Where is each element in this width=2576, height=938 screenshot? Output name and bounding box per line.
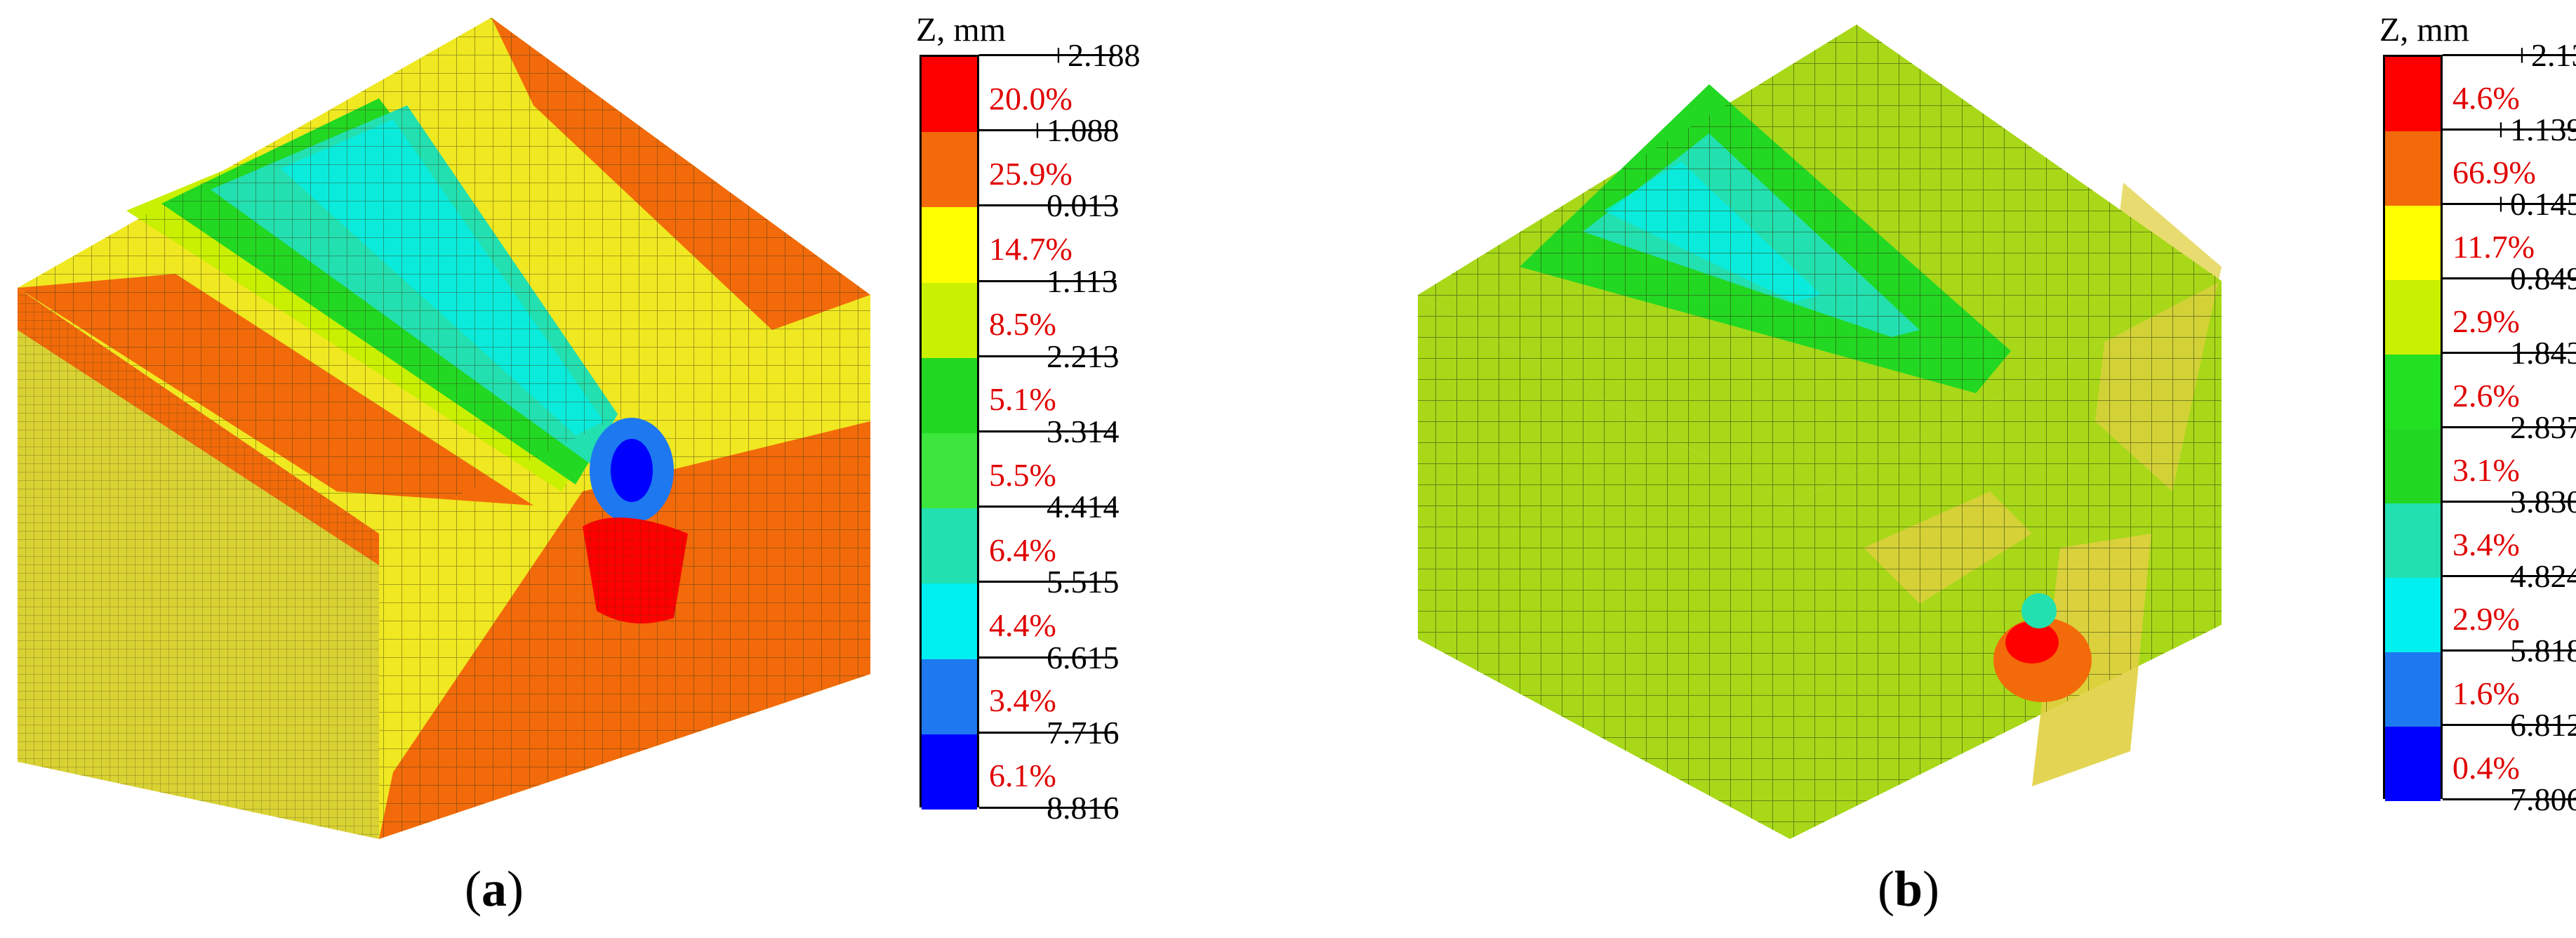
legend-tick-value: −1.843 xyxy=(2492,335,2576,371)
legend-tick-value: +2.188 xyxy=(1049,37,1141,73)
legend-band xyxy=(2385,429,2441,503)
legend-band-percent: 20.0% xyxy=(989,80,1073,117)
legend-band-percent: 5.5% xyxy=(989,456,1056,493)
legend-band-percent: 2.9% xyxy=(2452,303,2520,339)
legend-tick-line xyxy=(979,54,1116,56)
legend-band xyxy=(922,508,977,584)
legend-tick-value: +1.088 xyxy=(1028,112,1120,149)
legend-tick-value: −8.816 xyxy=(1028,790,1120,826)
caption-a: (a) xyxy=(465,861,524,917)
legend-title-a: Z, mm xyxy=(916,11,1006,48)
legend-tick-value: +2.133 xyxy=(2513,37,2576,73)
color-scale-a xyxy=(919,55,979,810)
legend-band xyxy=(2385,503,2441,578)
legend-tick-line xyxy=(979,656,1116,659)
legend-tick-value: −4.824 xyxy=(2492,558,2576,594)
legend-tick-value: −2.213 xyxy=(1028,338,1120,374)
legend-band xyxy=(922,207,977,283)
legend-tick-value: −2.837 xyxy=(2492,409,2576,445)
legend-tick-value: −3.314 xyxy=(1028,414,1120,449)
legend-tick-line xyxy=(979,129,1116,132)
legend-tick-line xyxy=(979,581,1116,583)
legend-tick-line xyxy=(2443,575,2576,577)
legend-band xyxy=(2385,206,2441,280)
legend-tick-line xyxy=(979,430,1116,432)
legend-band-percent: 5.1% xyxy=(989,381,1056,418)
legend-band xyxy=(922,583,977,659)
panel-a: Z, mm 20.0% 25.9% 14.7% 8.5% 5.1% 5.5% 6.4% 4.4… xyxy=(18,11,1141,917)
legend-band-percent: 6.1% xyxy=(989,758,1056,794)
legend-band-percent: 11.7% xyxy=(2452,229,2535,265)
legend-band xyxy=(922,132,977,208)
legend-band xyxy=(922,433,977,509)
legend-band-percent: 66.9% xyxy=(2452,154,2536,190)
legend-tick-line xyxy=(2443,724,2576,726)
legend-band xyxy=(922,659,977,734)
legend-tick-value: −6.812 xyxy=(2492,707,2576,743)
legend-band-percent: 0.4% xyxy=(2452,750,2520,786)
legend-tick-line xyxy=(2443,501,2576,503)
legend-tick-line xyxy=(2443,54,2576,56)
legend-tick-value: −4.414 xyxy=(1028,489,1120,525)
legend-tick-line xyxy=(979,204,1116,207)
legend-band xyxy=(922,282,977,358)
legend-band-percent: 3.4% xyxy=(2452,527,2520,562)
legend-tick-line xyxy=(2443,426,2576,428)
legend-tick-value: −7.716 xyxy=(1028,714,1120,751)
legend-band-percent: 8.5% xyxy=(989,306,1056,343)
legend-tick-line xyxy=(2443,128,2576,131)
legend-tick-value: +1.139 xyxy=(2492,112,2576,147)
legend-tick-line xyxy=(2443,352,2576,354)
legend-band-percent: 25.9% xyxy=(989,155,1073,192)
legend-tick-value: +0.145 xyxy=(2492,186,2576,222)
color-scale-b xyxy=(2383,55,2443,801)
legend-band xyxy=(2385,57,2441,131)
legend-tick-line xyxy=(979,279,1116,282)
caption-b: (b) xyxy=(1878,861,1940,917)
legend-tick-value: −0.013 xyxy=(1028,187,1120,224)
legend-tick-line xyxy=(2443,277,2576,279)
legend-band xyxy=(2385,727,2441,801)
legend-band xyxy=(2385,280,2441,355)
legend-band-percent: 6.4% xyxy=(989,531,1056,568)
legend-band-percent: 14.7% xyxy=(989,231,1073,267)
legend-band-percent: 2.6% xyxy=(2452,378,2520,414)
legend-band-percent: 1.6% xyxy=(2452,675,2520,711)
legend-title-b: Z, mm xyxy=(2379,11,2469,48)
legend-band xyxy=(922,57,977,133)
legend-tick-value: −7.806 xyxy=(2492,781,2576,817)
legend-tick-value: −3.830 xyxy=(2492,484,2576,520)
fe-model-a xyxy=(18,18,870,839)
legend-tick-line xyxy=(979,731,1116,734)
legend-tick-value: −5.818 xyxy=(2492,633,2576,668)
legend-band xyxy=(2385,652,2441,727)
legend-band-percent: 3.1% xyxy=(2452,452,2520,488)
legend-tick-line xyxy=(2443,798,2576,800)
legend-band-percent: 4.4% xyxy=(989,607,1056,643)
legend-tick-value: −6.615 xyxy=(1028,639,1120,675)
fe-model-b xyxy=(1418,25,2222,839)
legend-band xyxy=(2385,131,2441,206)
legend-tick-value: −5.515 xyxy=(1028,564,1120,600)
panel-b: Z, mm 4.6% 66.9% 11.7% 2.9% 2.6% 3.1% 3.4% 2.9%… xyxy=(1288,0,2576,938)
legend-tick-line xyxy=(2443,649,2576,652)
legend-tick-line xyxy=(2443,203,2576,205)
legend-tick-line xyxy=(979,807,1116,809)
legend-band-percent: 2.9% xyxy=(2452,601,2520,637)
legend-band xyxy=(2385,578,2441,652)
legend-tick-line xyxy=(979,355,1116,357)
legend-band-percent: 3.4% xyxy=(989,682,1056,719)
legend-tick-value: −1.113 xyxy=(1028,263,1118,299)
legend-tick-line xyxy=(979,506,1116,508)
legend-band xyxy=(922,734,977,810)
legend-band xyxy=(922,357,977,433)
legend-band xyxy=(2385,355,2441,429)
legend-tick-value: −0.849 xyxy=(2492,260,2576,296)
legend-band-percent: 4.6% xyxy=(2452,80,2520,116)
